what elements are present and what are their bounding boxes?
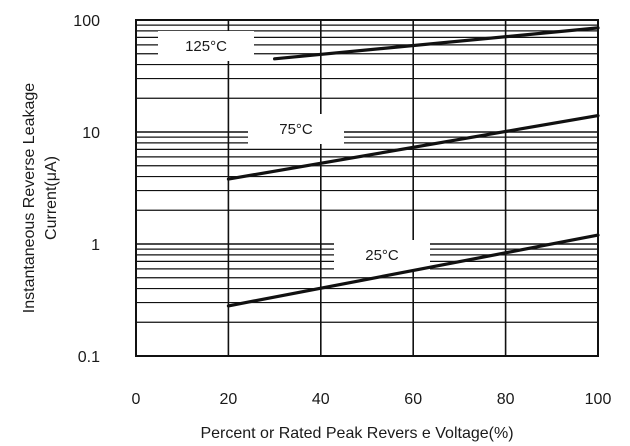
series-lines	[226, 26, 600, 308]
series-label: 125°C	[185, 38, 227, 55]
grid	[136, 20, 598, 356]
series-labels: 125°C 75°C 25°C	[185, 38, 399, 264]
y-tick-labels: 0.1 1 10 100	[73, 13, 100, 366]
y-tick-label: 1	[91, 237, 100, 254]
plot-frame	[135, 19, 599, 357]
x-tick-label: 0	[132, 391, 141, 408]
series-line	[226, 233, 600, 308]
y-axis-label-line: Instantaneous Reverse Leakage	[21, 83, 38, 313]
x-tick-labels: 0 20 40 60 80 100	[132, 391, 612, 408]
y-tick-label: 100	[73, 13, 100, 30]
series-label-backgrounds	[158, 31, 430, 270]
y-tick-label: 0.1	[78, 349, 100, 366]
x-tick-label: 40	[312, 391, 330, 408]
series-label-bg	[248, 114, 344, 144]
x-tick-label: 20	[220, 391, 238, 408]
x-axis-label: Percent or Rated Peak Revers e Voltage(%…	[200, 425, 513, 442]
x-tick-label: 80	[497, 391, 515, 408]
series-label: 75°C	[279, 121, 313, 138]
y-axis-label-line: Current(μA)	[43, 156, 60, 240]
y-axis-label: Instantaneous Reverse Leakage Current(μA)	[21, 83, 60, 313]
x-tick-label: 60	[404, 391, 422, 408]
y-tick-label: 10	[82, 125, 100, 142]
series-label-bg	[158, 31, 254, 61]
series-line	[226, 113, 600, 181]
x-tick-label: 100	[585, 391, 612, 408]
series-label-bg	[334, 240, 430, 270]
series-line	[273, 26, 600, 61]
series-label: 25°C	[365, 247, 399, 264]
